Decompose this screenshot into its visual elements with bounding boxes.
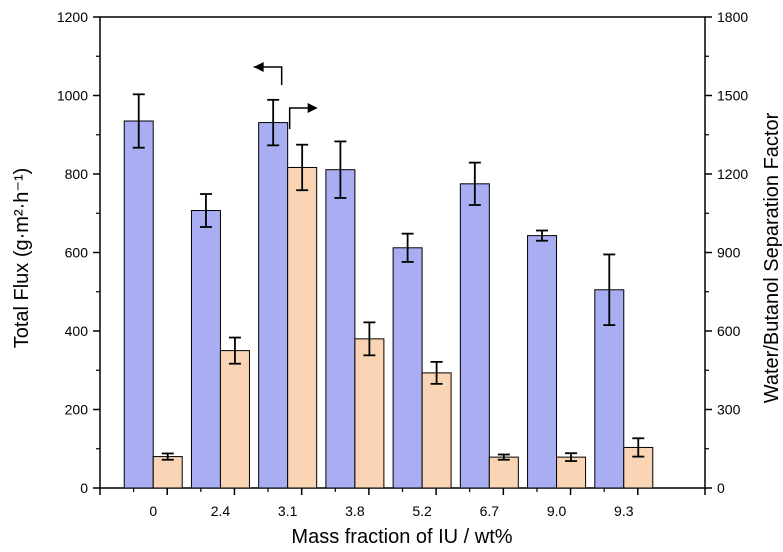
right-axis-arrow-line	[288, 107, 316, 129]
x-tick-label: 3.1	[278, 503, 298, 519]
y-tick-label-right: 300	[717, 402, 741, 418]
x-axis-title: Mass fraction of IU / wt%	[291, 526, 512, 548]
x-tick-label: 2.4	[211, 503, 231, 519]
y-tick-label-left: 200	[65, 402, 89, 418]
right-axis-arrow-head	[307, 103, 318, 113]
y-tick-label-left: 600	[65, 245, 89, 261]
y-tick-label-left: 1200	[57, 9, 88, 25]
separation-factor-bar	[354, 338, 385, 489]
flux-bar	[258, 122, 289, 489]
y-tick-label-right: 600	[717, 323, 741, 339]
flux-bar	[325, 169, 356, 489]
flux-bar	[190, 210, 221, 489]
y-tick-label-left: 800	[65, 166, 89, 182]
y-tick-label-left: 0	[80, 480, 88, 496]
left-axis-arrow-line	[253, 66, 283, 85]
y-tick-label-left: 1000	[57, 88, 88, 104]
separation-factor-bar	[152, 456, 183, 489]
x-tick-label: 9.0	[547, 503, 567, 519]
x-tick-label: 3.8	[345, 503, 365, 519]
y-tick-label-right: 900	[717, 245, 741, 261]
annotations-layer	[253, 62, 318, 129]
flux-bar	[392, 247, 423, 489]
y-tick-label-right: 1800	[717, 9, 748, 25]
separation-factor-bar	[556, 456, 587, 489]
axes-layer: 0 200 400 600 800 1000 1200 0 300 600 900 1200 1500 1…	[57, 9, 749, 519]
x-tick-label: 5.2	[412, 503, 432, 519]
x-tick-label: 9.3	[614, 503, 634, 519]
y-axis-title-right: Water/Butanol Separation Factor	[761, 112, 783, 403]
separation-factor-bar	[219, 350, 250, 489]
flux-bar	[459, 183, 490, 489]
x-tick-label: 6.7	[480, 503, 500, 519]
y-tick-label-left: 400	[65, 323, 89, 339]
y-axis-title-left: Total Flux (g·m²·h⁻¹)	[11, 168, 33, 349]
bars-layer	[123, 93, 654, 489]
y-tick-label-right: 1200	[717, 166, 748, 182]
y-tick-label-right: 0	[717, 480, 725, 496]
flux-bar	[527, 235, 558, 489]
x-tick-label: 0	[149, 503, 157, 519]
separation-factor-bar	[421, 372, 452, 489]
separation-factor-bar	[287, 166, 318, 489]
y-tick-label-right: 1500	[717, 88, 748, 104]
separation-factor-bar	[488, 456, 519, 489]
left-axis-arrow-head	[253, 62, 264, 72]
flux-bar	[123, 120, 154, 489]
